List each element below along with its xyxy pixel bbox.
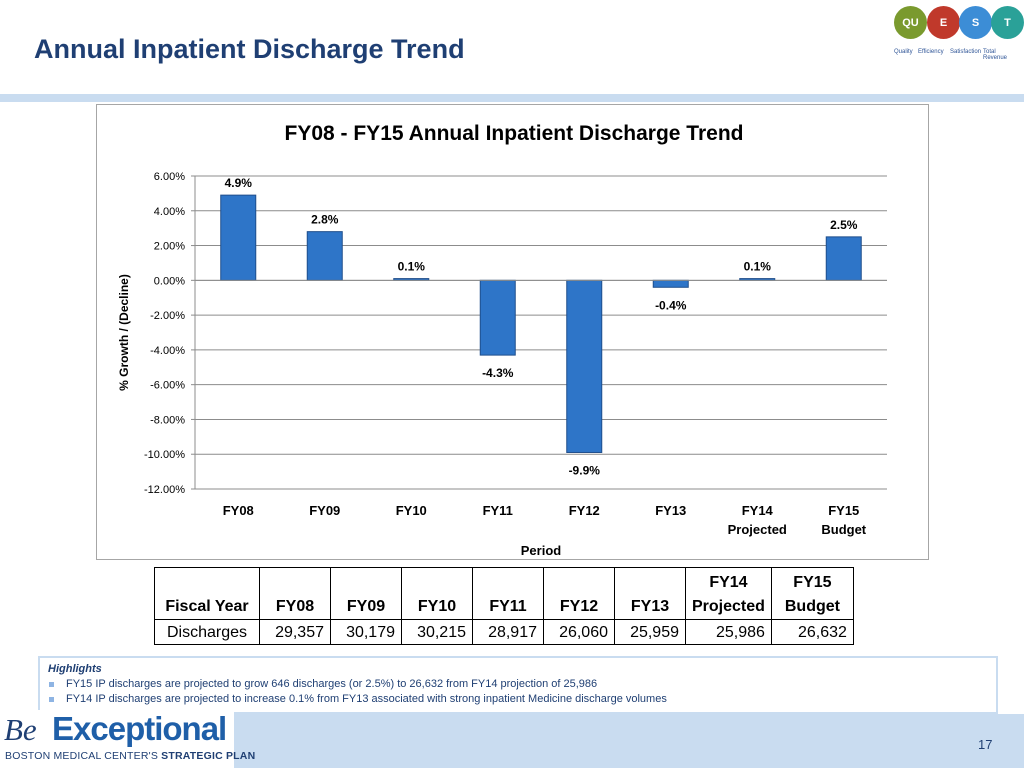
- table-header-top-cell: FY15: [770, 567, 854, 594]
- bar: [306, 231, 343, 281]
- table-row-label: Discharges: [154, 619, 260, 645]
- highlight-item: FY15 IP discharges are projected to grow…: [48, 677, 988, 692]
- table-header-cell: FY11: [472, 593, 544, 620]
- quest-logo: QU E S T Quality Efficiency Satisfaction…: [892, 2, 1024, 64]
- table-cell: 28,917: [472, 619, 544, 645]
- table-cell: 30,215: [401, 619, 473, 645]
- page-title: Annual Inpatient Discharge Trend: [34, 34, 465, 64]
- table-header-cell: FY08: [259, 593, 331, 620]
- x-tick-label: FY15: [828, 503, 859, 518]
- table-header-top-cell: [543, 567, 615, 594]
- logo-word-quality: Quality: [894, 49, 913, 55]
- data-label: 4.9%: [225, 176, 253, 190]
- y-tick-label: -2.00%: [150, 310, 185, 322]
- brand-exceptional: Exceptional: [52, 710, 227, 747]
- table-cell: 25,986: [685, 619, 772, 645]
- y-tick-label: -6.00%: [150, 380, 185, 392]
- data-label: 0.1%: [744, 260, 772, 274]
- table-header-top-cell: [154, 567, 260, 594]
- bar: [825, 236, 862, 281]
- data-label: 2.8%: [311, 213, 339, 227]
- chart-frame: FY08 - FY15 Annual Inpatient Discharge T…: [96, 104, 929, 560]
- table-header-cell: FY13: [614, 593, 686, 620]
- table-header-row: Fiscal Year FY08 FY09 FY10 FY11 FY12 FY1…: [154, 593, 854, 620]
- table-header-cell: FY10: [401, 593, 473, 620]
- brand-subtitle: BOSTON MEDICAL CENTER'S STRATEGIC PLAN: [5, 750, 255, 762]
- table-cell: 29,357: [259, 619, 331, 645]
- bar: [479, 279, 516, 356]
- y-tick-label: -4.00%: [150, 345, 185, 357]
- bar: [220, 194, 257, 281]
- brand-subtitle-a: BOSTON MEDICAL CENTER'S: [5, 750, 162, 762]
- x-tick-label: FY08: [223, 503, 254, 518]
- table-cell: 25,959: [614, 619, 686, 645]
- top-band: [0, 94, 1024, 102]
- table-cell: 26,632: [770, 619, 854, 645]
- table-header-top-row: FY14 FY15: [154, 567, 854, 594]
- y-tick-label: -10.00%: [144, 449, 185, 461]
- bullet-icon: [49, 682, 54, 687]
- y-tick-label: -12.00%: [144, 484, 185, 496]
- highlights-heading: Highlights: [48, 663, 102, 675]
- table-header-top-cell: [401, 567, 473, 594]
- y-tick-label: -8.00%: [150, 414, 185, 426]
- discharges-table: FY14 FY15 Fiscal Year FY08 FY09 FY10 FY1…: [154, 567, 854, 645]
- table-row: Discharges 29,357 30,179 30,215 28,917 2…: [154, 619, 854, 645]
- data-label: -9.9%: [569, 463, 601, 477]
- data-label: 2.5%: [830, 218, 858, 232]
- table-header-cell: Projected: [685, 593, 772, 620]
- bar: [652, 279, 689, 288]
- x-axis-label: Period: [521, 543, 562, 558]
- y-tick-label: 2.00%: [154, 241, 185, 253]
- highlight-item-text: FY15 IP discharges are projected to grow…: [66, 678, 598, 690]
- data-label: -4.3%: [482, 366, 514, 380]
- x-tick-label: FY12: [569, 503, 600, 518]
- bar: [566, 279, 603, 453]
- table-header-cell: FY12: [543, 593, 615, 620]
- y-tick-label: 6.00%: [154, 171, 185, 183]
- x-tick-label: Budget: [821, 522, 866, 537]
- x-tick-label: FY11: [483, 503, 513, 518]
- table-header-top-cell: [330, 567, 402, 594]
- x-tick-label: Projected: [728, 522, 787, 537]
- table-cell: 30,179: [330, 619, 402, 645]
- discharge-trend-chart: FY08 - FY15 Annual Inpatient Discharge T…: [117, 122, 887, 558]
- x-tick-label: FY13: [655, 503, 686, 518]
- logo-word-efficiency: Efficiency: [918, 49, 944, 55]
- highlight-item: FY14 IP discharges are projected to incr…: [48, 692, 988, 707]
- data-label: 0.1%: [398, 260, 426, 274]
- chart-title: FY08 - FY15 Annual Inpatient Discharge T…: [285, 122, 744, 145]
- table-header-cell: FY09: [330, 593, 402, 620]
- y-tick-label: 0.00%: [154, 275, 185, 287]
- logo-word-total-revenue: Total Revenue: [983, 49, 1008, 61]
- x-tick-label: FY09: [309, 503, 340, 518]
- brand-be: Be: [4, 712, 37, 747]
- page-number: 17: [978, 737, 993, 752]
- table-header-cell: Budget: [770, 593, 854, 620]
- brand-subtitle-b: STRATEGIC PLAN: [161, 750, 256, 762]
- highlights-box: Highlights FY15 IP discharges are projec…: [38, 656, 998, 714]
- y-tick-label: 4.00%: [154, 206, 185, 218]
- table-header-cell: Fiscal Year: [154, 593, 260, 620]
- x-tick-label: FY14: [742, 503, 774, 518]
- bullet-icon: [49, 697, 54, 702]
- table-cell: 26,060: [543, 619, 615, 645]
- logo-circle-t: T: [991, 6, 1024, 39]
- logo-word-satisfaction: Satisfaction: [950, 49, 982, 55]
- y-axis-label: % Growth / (Decline): [117, 274, 131, 391]
- logo-circle-qu: QU: [894, 6, 927, 39]
- table-header-top-cell: [259, 567, 331, 594]
- be-exceptional-logo: Be Exceptional BOSTON MEDICAL CENTER'S S…: [0, 710, 255, 768]
- logo-circle-s: S: [959, 6, 992, 39]
- highlight-item-text: FY14 IP discharges are projected to incr…: [66, 693, 667, 705]
- data-label: -0.4%: [655, 298, 687, 312]
- table-header-top-cell: [614, 567, 686, 594]
- x-tick-label: FY10: [396, 503, 427, 518]
- table-header-top-cell: [472, 567, 544, 594]
- logo-circle-e: E: [927, 6, 960, 39]
- table-header-top-cell: FY14: [685, 567, 772, 594]
